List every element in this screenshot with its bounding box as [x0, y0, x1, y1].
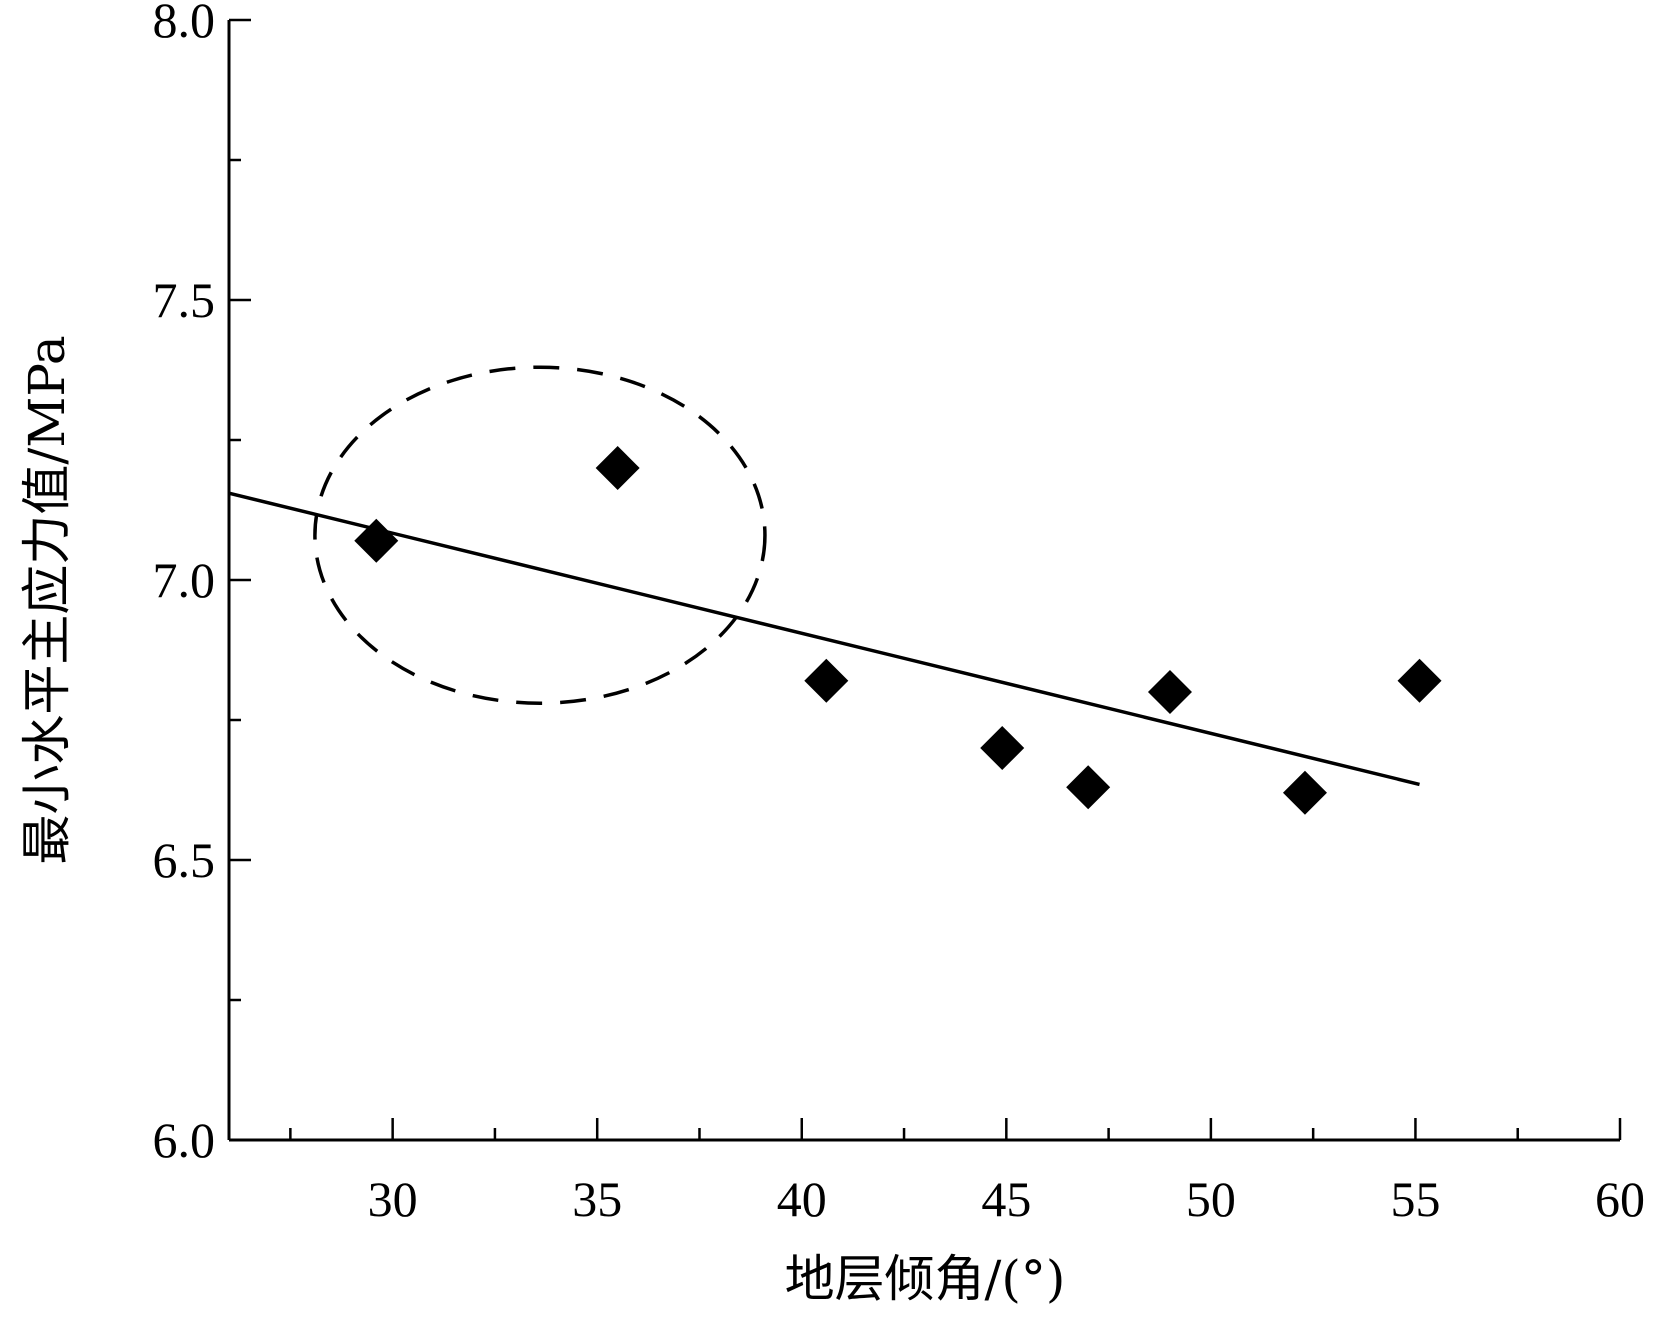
- y-tick-label: 6.0: [153, 1112, 216, 1168]
- x-tick-label: 60: [1595, 1171, 1645, 1227]
- x-tick-label: 45: [981, 1171, 1031, 1227]
- data-point-diamond: [1147, 670, 1192, 714]
- x-tick-label: 40: [777, 1171, 827, 1227]
- data-point-diamond: [595, 446, 640, 490]
- x-tick-label: 50: [1186, 1171, 1236, 1227]
- data-point-diamond: [1282, 770, 1327, 815]
- x-tick-label: 35: [572, 1171, 622, 1227]
- y-tick-label: 8.0: [153, 0, 216, 48]
- highlight-ellipse: [313, 365, 767, 705]
- data-point-diamond: [804, 658, 849, 703]
- data-point-diamond: [980, 726, 1025, 770]
- data-point-diamond: [1066, 765, 1111, 810]
- x-tick-label: 55: [1390, 1171, 1440, 1227]
- x-axis-title: 地层倾角/(°): [785, 1250, 1066, 1308]
- trend-line: [228, 491, 1420, 787]
- y-tick-label: 7.0: [153, 552, 216, 608]
- y-tick-label: 7.5: [153, 272, 216, 328]
- y-tick-label: 6.5: [153, 832, 216, 888]
- data-point-diamond: [354, 518, 399, 563]
- data-point-diamond: [1397, 658, 1442, 703]
- tick-labels: 30 35 40 45 50 55 60 6.0 6.5 7.0 7.5 8.0: [153, 0, 1646, 1227]
- y-axis-title: 最小水平主应力值/MPa: [18, 335, 76, 864]
- data-marks: [228, 365, 1442, 815]
- plot-area: [227, 18, 1622, 1142]
- x-tick-label: 30: [368, 1171, 418, 1227]
